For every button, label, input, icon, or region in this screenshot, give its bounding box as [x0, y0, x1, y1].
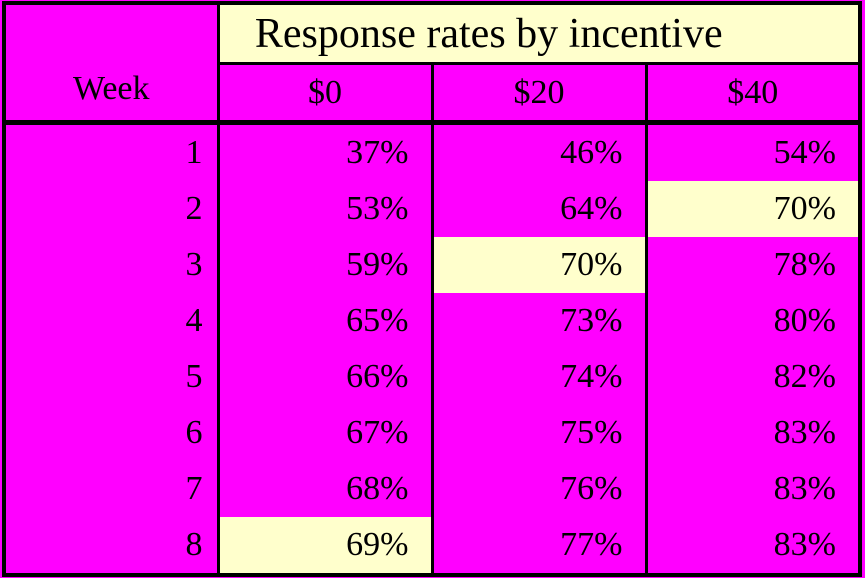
- col-header-0-dollars: $0: [216, 63, 432, 125]
- table-row: 4 65% 73% 80%: [4, 293, 860, 349]
- value-cell: 64%: [430, 181, 646, 237]
- week-cell: 2: [4, 181, 220, 237]
- table-row: 3 59% 70% 78%: [4, 237, 860, 293]
- value-cell: 76%: [430, 461, 646, 517]
- value-cell: 54%: [644, 122, 860, 181]
- week-cell: 8: [4, 517, 220, 575]
- week-column-header: Week: [4, 3, 220, 125]
- table-row: 1 37% 46% 54%: [4, 122, 860, 181]
- col-header-20-dollars: $20: [430, 63, 646, 125]
- week-cell: 7: [4, 461, 220, 517]
- table-row: 8 69% 77% 83%: [4, 517, 860, 575]
- value-cell: 53%: [216, 181, 432, 237]
- value-cell: 59%: [216, 237, 432, 293]
- value-cell: 37%: [216, 122, 432, 181]
- week-cell: 1: [4, 122, 220, 181]
- incentive-header-row: $0 $20 $40: [4, 63, 860, 125]
- value-cell-highlighted: 70%: [644, 181, 860, 237]
- value-cell: 65%: [216, 293, 432, 349]
- week-cell: 5: [4, 349, 220, 405]
- table-title: Response rates by incentive: [216, 3, 860, 65]
- value-cell-highlighted: 69%: [216, 517, 432, 575]
- value-cell: 83%: [644, 517, 860, 575]
- value-cell: 67%: [216, 405, 432, 461]
- value-cell: 83%: [644, 405, 860, 461]
- week-cell: 6: [4, 405, 220, 461]
- value-cell: 75%: [430, 405, 646, 461]
- value-cell: 80%: [644, 293, 860, 349]
- value-cell: 73%: [430, 293, 646, 349]
- value-cell: 46%: [430, 122, 646, 181]
- table-row: 7 68% 76% 83%: [4, 461, 860, 517]
- title-row: Week Response rates by incentive: [4, 3, 860, 125]
- value-cell-highlighted: 70%: [430, 237, 646, 293]
- value-cell: 77%: [430, 517, 646, 575]
- value-cell: 68%: [216, 461, 432, 517]
- table-header: Week Response rates by incentive $0 $20 …: [4, 3, 860, 125]
- value-cell: 66%: [216, 349, 432, 405]
- value-cell: 74%: [430, 349, 646, 405]
- value-cell: 82%: [644, 349, 860, 405]
- col-header-40-dollars: $40: [644, 63, 860, 125]
- week-cell: 4: [4, 293, 220, 349]
- table-row: 2 53% 64% 70%: [4, 181, 860, 237]
- table-body: 1 37% 46% 54% 2 53% 64% 70% 3 59% 70% 78% 4 65% 73% 80%…: [4, 122, 860, 575]
- table-row: 5 66% 74% 82%: [4, 349, 860, 405]
- table-row: 6 67% 75% 83%: [4, 405, 860, 461]
- value-cell: 83%: [644, 461, 860, 517]
- week-cell: 3: [4, 237, 220, 293]
- value-cell: 78%: [644, 237, 860, 293]
